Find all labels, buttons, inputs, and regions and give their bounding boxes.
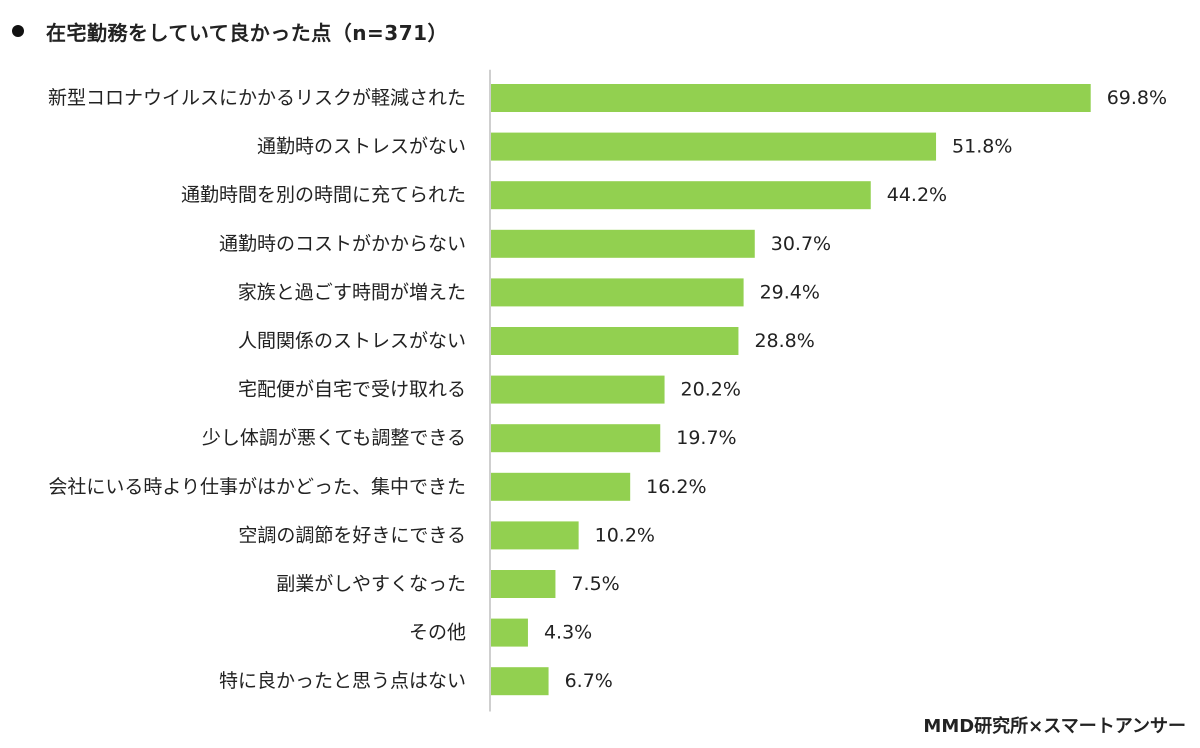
category-label: 副業がしやすくなった — [276, 573, 466, 595]
bar — [491, 375, 665, 404]
category-label: 通勤時のコストがかからない — [219, 233, 466, 255]
bar — [491, 521, 579, 550]
bar — [491, 667, 549, 696]
bar — [491, 327, 739, 355]
chart-title-row: 在宅勤務をしていて良かった点（n=371） — [12, 14, 448, 48]
source-credit: MMD研究所×スマートアンサー — [923, 716, 1186, 737]
category-label: 通勤時のストレスがない — [257, 136, 466, 158]
data-label: 7.5% — [571, 573, 619, 595]
bar — [491, 132, 937, 161]
bar — [491, 278, 744, 307]
category-label: 特に良かったと思う点はない — [219, 670, 466, 692]
category-label: 空調の調節を好きにできる — [238, 524, 466, 546]
category-label: 会社にいる時より仕事がはかどった、集中できた — [48, 476, 466, 498]
data-label: 6.7% — [565, 670, 613, 692]
chart-title: 在宅勤務をしていて良かった点（n=371） — [46, 20, 449, 45]
data-label: 29.4% — [760, 281, 820, 303]
data-label: 51.8% — [952, 136, 1012, 158]
data-label: 30.7% — [771, 233, 831, 255]
category-label: 少し体調が悪くても調整できる — [202, 427, 466, 449]
bar — [491, 181, 871, 210]
bar — [491, 472, 631, 501]
data-label: 16.2% — [646, 476, 706, 498]
bar — [491, 618, 528, 647]
data-label: 4.3% — [544, 622, 592, 644]
data-label: 44.2% — [887, 184, 947, 206]
data-label: 10.2% — [595, 524, 655, 546]
bar — [491, 84, 1091, 112]
data-label: 19.7% — [676, 427, 736, 449]
data-label: 28.8% — [754, 330, 814, 352]
category-label: 家族と過ごす時間が増えた — [238, 281, 466, 303]
bar — [491, 229, 755, 258]
category-label: その他 — [409, 622, 466, 644]
data-label: 20.2% — [681, 379, 741, 401]
category-label: 人間関係のストレスがない — [238, 330, 466, 352]
data-label: 69.8% — [1107, 87, 1167, 109]
category-label: 宅配便が自宅で受け取れる — [238, 379, 466, 401]
category-label: 新型コロナウイルスにかかるリスクが軽減された — [48, 87, 466, 109]
bullet-icon — [12, 25, 24, 37]
bar — [491, 424, 661, 453]
bar — [491, 570, 556, 598]
category-label: 通勤時間を別の時間に充てられた — [181, 184, 466, 206]
